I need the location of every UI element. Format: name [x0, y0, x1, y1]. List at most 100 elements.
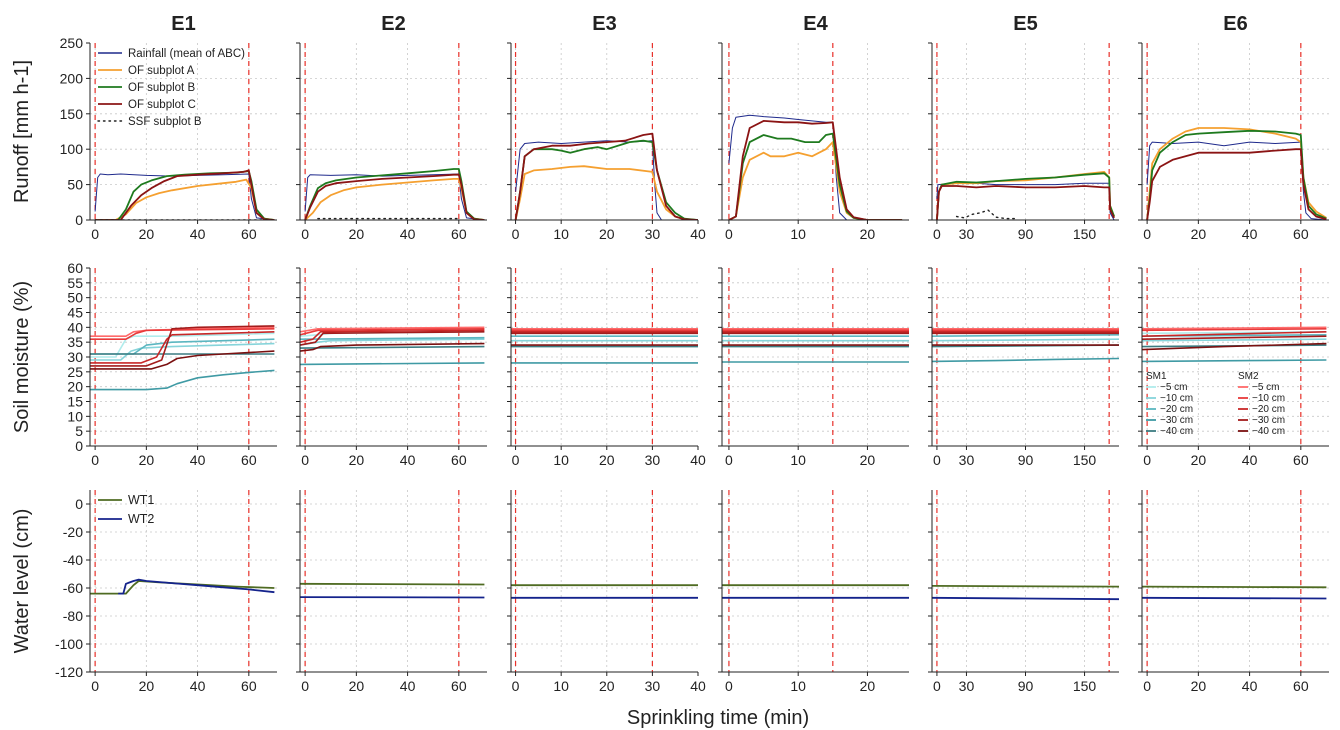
x-tick-label: 40	[690, 678, 706, 694]
x-tick-label: 20	[139, 226, 155, 242]
column-title-e5: E5	[1013, 13, 1037, 35]
grid	[722, 268, 909, 446]
x-tick-label: 40	[1242, 452, 1258, 468]
y-tick-label: 25	[67, 364, 83, 380]
x-tick-label: 30	[645, 226, 661, 242]
legend-entry: −40 cm	[1160, 426, 1193, 437]
legend-entry-of-subplot-b: OF subplot B	[128, 82, 195, 94]
series-sm2-20-cm	[90, 331, 275, 364]
x-tick-label: 40	[1242, 226, 1258, 242]
series-sm2-10-cm	[1142, 328, 1327, 332]
series-sm1-10-cm	[932, 338, 1119, 342]
series-sm2-5-cm	[300, 326, 485, 333]
series-of-subplot-b	[95, 170, 275, 220]
grid	[511, 268, 698, 446]
series-sm2-20-cm	[1142, 331, 1327, 337]
x-tick-label: 20	[599, 452, 615, 468]
series-wt2	[118, 578, 275, 595]
y-tick-label: 0	[75, 438, 83, 454]
legend-entry: −40 cm	[1252, 426, 1285, 437]
legend-entry: −10 cm	[1252, 393, 1285, 404]
y-tick-label: 30	[67, 349, 83, 365]
series-rainfall-mean-of-abc	[1146, 141, 1327, 220]
series-group	[722, 328, 909, 363]
series-wt1	[932, 585, 1119, 588]
y-tick-label: 45	[67, 305, 83, 321]
series-of-subplot-c	[95, 169, 275, 220]
x-tick-label: 60	[241, 678, 257, 694]
column-titles: E1 E2 E3 E4 E5 E6	[171, 13, 1247, 35]
series-sm1-40-cm	[300, 345, 485, 349]
x-tick-label: 0	[933, 226, 941, 242]
column-title-e3: E3	[592, 13, 616, 35]
series-group	[300, 582, 485, 599]
series-sm2-30-cm	[90, 325, 275, 367]
x-tick-label: 60	[451, 452, 467, 468]
x-tick-label: 20	[1191, 226, 1207, 242]
series-wt2	[1142, 596, 1327, 600]
series-rainfall-mean-of-abc	[304, 173, 485, 220]
grid	[932, 490, 1119, 672]
panel-runoff-e2: 0 20 40 60	[296, 42, 487, 242]
series-of-subplot-c	[936, 185, 1115, 220]
series-rainfall-mean-of-abc	[515, 140, 698, 220]
series-sm1-20-cm	[300, 336, 485, 340]
series-sm1-10-cm	[1142, 338, 1327, 342]
series-ssf-subplot-b	[955, 209, 1017, 220]
x-tick-label: 0	[91, 678, 99, 694]
x-tick-label: 10	[553, 452, 569, 468]
panel-water_level-e4: 0 10 20	[718, 490, 909, 694]
legend-entry-of-subplot-a: OF subplot A	[128, 65, 195, 77]
x-tick-label: 150	[1073, 452, 1097, 468]
column-title-e4: E4	[803, 13, 828, 35]
y-tick-label: -100	[55, 636, 83, 652]
legend-entry-wt1: WT1	[128, 493, 154, 507]
x-tick-label: 0	[933, 452, 941, 468]
series-sm1-5-cm	[90, 332, 275, 358]
series-wt1	[300, 582, 485, 586]
x-tick-label: 40	[190, 452, 206, 468]
series-sm2-20-cm	[300, 329, 485, 343]
x-tick-label: 20	[860, 678, 876, 694]
x-tick-label: 20	[349, 678, 365, 694]
series-group	[1142, 326, 1327, 363]
x-tick-label: 20	[860, 452, 876, 468]
x-tick-label: 20	[139, 452, 155, 468]
row-label-water_level: Water level (cm)	[11, 509, 33, 654]
series-sm2-10-cm	[300, 328, 485, 336]
x-tick-label: 0	[725, 226, 733, 242]
series-sm1-20-cm	[932, 334, 1119, 337]
x-tick-label: 0	[725, 678, 733, 694]
legend-entry-rainfall-mean-of-abc: Rainfall (mean of ABC)	[128, 48, 245, 60]
series-group	[94, 169, 276, 220]
x-tick-label: 20	[599, 226, 615, 242]
grid	[511, 43, 698, 220]
x-tick-label: 0	[1143, 226, 1151, 242]
y-tick-label: 20	[67, 379, 83, 395]
x-axis-label: Sprinkling time (min)	[627, 707, 809, 729]
grid	[90, 43, 277, 220]
legend-entry: −30 cm	[1160, 415, 1193, 426]
y-tick-label: 5	[75, 423, 83, 439]
panel-runoff-e5: 0 30 90 150	[928, 42, 1119, 242]
y-tick-label: 10	[67, 408, 83, 424]
x-tick-label: 20	[860, 226, 876, 242]
y-tick-label: 15	[67, 394, 83, 410]
x-tick-label: 60	[451, 226, 467, 242]
series-sm2-30-cm	[1142, 335, 1327, 340]
legend-entry: −5 cm	[1160, 382, 1188, 393]
x-tick-label: 10	[553, 226, 569, 242]
legend-entry: −20 cm	[1160, 404, 1193, 415]
series-sm1-30-cm	[300, 362, 485, 366]
x-tick-label: 40	[190, 226, 206, 242]
x-tick-label: 60	[451, 678, 467, 694]
x-tick-label: 90	[1018, 678, 1034, 694]
x-tick-label: 10	[790, 226, 806, 242]
panel-water_level-e6: 0 20 40 60	[1138, 490, 1329, 694]
x-tick-label: 60	[241, 452, 257, 468]
grid	[932, 268, 1119, 446]
grid	[722, 43, 909, 220]
panel-runoff-e4: 0 10 20	[718, 42, 909, 242]
